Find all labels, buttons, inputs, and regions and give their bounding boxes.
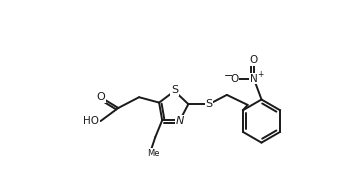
Text: O: O — [250, 55, 258, 65]
Text: N: N — [176, 116, 184, 126]
Text: O: O — [96, 92, 105, 102]
Text: N: N — [250, 74, 258, 84]
Text: Me: Me — [147, 149, 159, 158]
Text: S: S — [171, 85, 178, 95]
Text: S: S — [206, 99, 213, 109]
Text: −: − — [224, 71, 233, 81]
Text: HO: HO — [83, 116, 99, 126]
Text: O: O — [230, 74, 239, 84]
Text: +: + — [257, 70, 263, 79]
